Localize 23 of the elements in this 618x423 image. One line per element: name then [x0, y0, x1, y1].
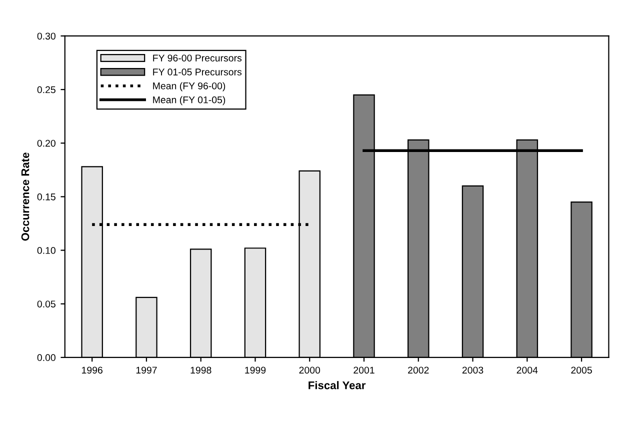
x-tick-label: 1999	[245, 366, 266, 374]
x-axis-title: Fiscal Year	[308, 381, 366, 390]
y-tick-label: 0.25	[37, 86, 56, 94]
y-tick-label: 0.05	[37, 300, 56, 308]
y-tick-label: 0.30	[37, 32, 56, 40]
y-tick-label: 0.10	[37, 247, 56, 254]
y-axis-title: Occurrence Rate	[21, 152, 30, 241]
x-tick-label: 2001	[354, 366, 374, 374]
x-tick-label: 1996	[82, 366, 102, 374]
x-tick-label: 1997	[136, 366, 157, 374]
y-tick-label: 0.00	[37, 354, 56, 362]
legend-label: Mean (FY 96-00)	[153, 82, 226, 92]
y-tick-label: 0.15	[37, 193, 56, 200]
x-tick-label: 2000	[299, 366, 320, 374]
x-tick-label: 2004	[516, 366, 538, 374]
y-tick-label: 0.20	[37, 140, 56, 147]
x-tick-label: 2002	[408, 366, 429, 374]
x-tick-label: 2003	[462, 366, 484, 374]
x-tick-label: 1998	[190, 366, 212, 374]
legend-label: FY 96-00 Precursors	[153, 54, 242, 62]
x-tick-label: 2005	[571, 366, 592, 374]
legend-label: FY 01-05 Precursors	[153, 68, 242, 76]
legend-label: Mean (FY 01-05)	[153, 96, 226, 106]
